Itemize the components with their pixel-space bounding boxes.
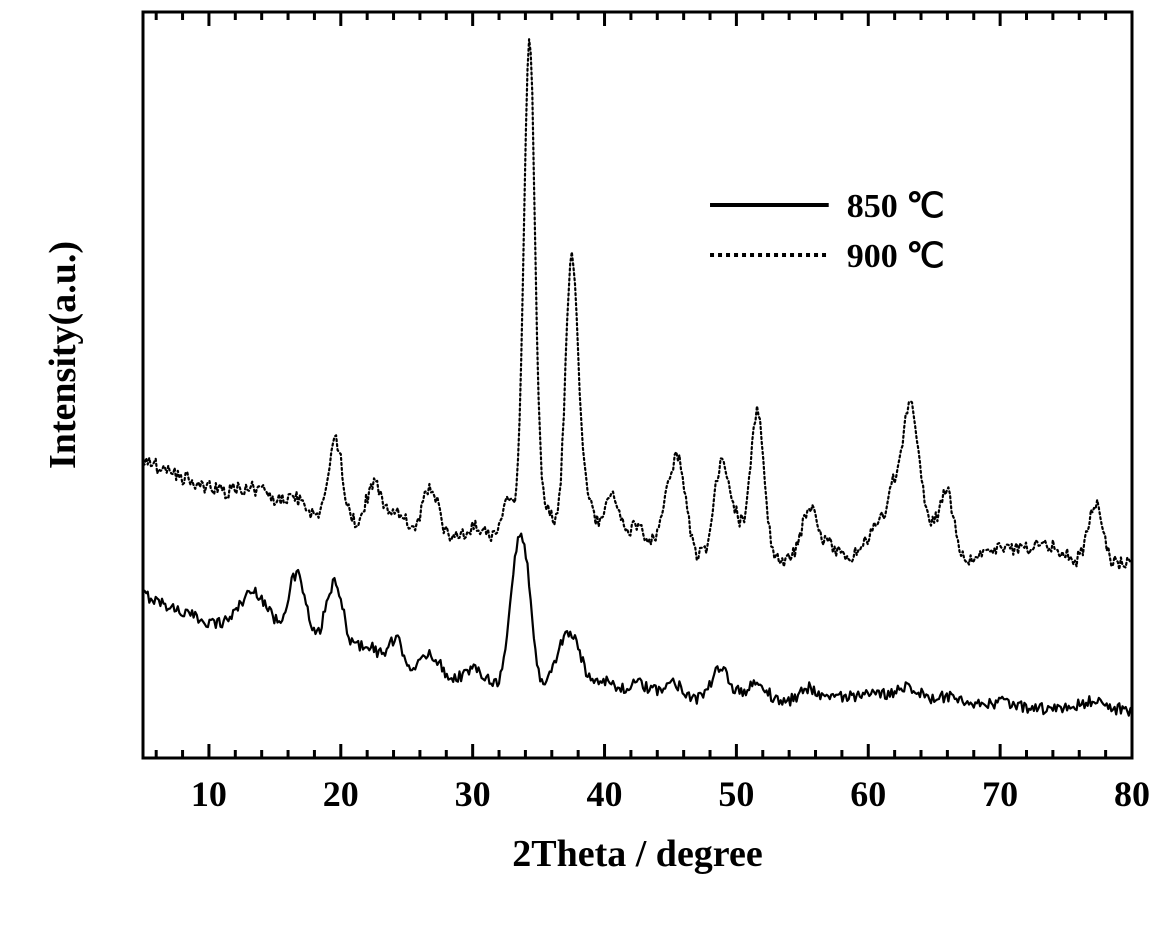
series-900C [143,39,1132,569]
x-tick-label: 10 [191,774,227,814]
x-tick-label: 30 [455,774,491,814]
series-850C [143,534,1132,716]
x-tick-label: 40 [587,774,623,814]
x-tick-label: 70 [982,774,1018,814]
legend-label: 900 ℃ [847,238,945,275]
x-tick-label: 20 [323,774,359,814]
x-tick-label: 50 [718,774,754,814]
x-tick-label: 60 [850,774,886,814]
chart-svg: 10 20 30 40 50 60 70 80 2Theta / degree Intensity… [0,0,1168,928]
xrd-chart: 10 20 30 40 50 60 70 80 2Theta / degree Intensity… [0,0,1168,928]
x-axis-label: 2Theta / degree [512,833,762,875]
legend-label: 850 ℃ [847,188,945,225]
y-axis-label: Intensity(a.u.) [42,241,84,469]
x-tick-label: 80 [1114,774,1150,814]
